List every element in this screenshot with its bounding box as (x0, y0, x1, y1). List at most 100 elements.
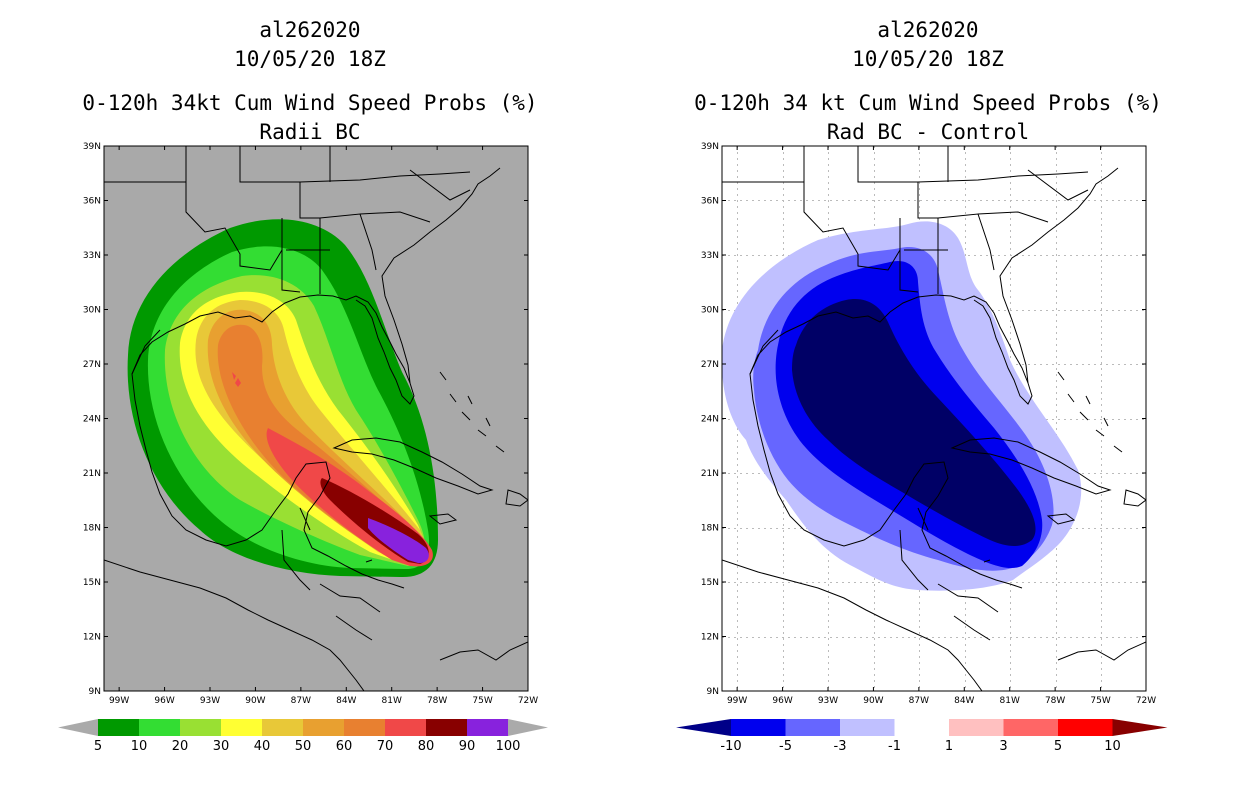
right-lat-label: 33N (701, 251, 719, 261)
left-map (103, 145, 529, 692)
left-colorbar-label: 50 (295, 739, 312, 754)
left-lat-label: 21N (83, 469, 101, 479)
right-lon-label: 99W (727, 696, 747, 706)
left-colorbar-label: 90 (459, 739, 476, 754)
left-colorbar-swatch (98, 719, 139, 736)
right-lat-label: 21N (701, 469, 719, 479)
right-lat-label: 18N (701, 524, 719, 534)
left-lon-label: 90W (245, 696, 265, 706)
left-lat-label: 36N (83, 197, 101, 207)
right-colorbar-high-end (1112, 719, 1168, 736)
left-colorbar-label: 5 (94, 739, 102, 754)
left-prob-contour-90 (368, 518, 429, 564)
left-colorbar-label: 100 (496, 739, 521, 754)
left-datetime: 10/05/20 18Z (234, 47, 386, 71)
left-colorbar-swatch (180, 719, 221, 736)
left-colorbar-swatch (262, 719, 303, 736)
left-storm-id: al262020 (259, 18, 361, 42)
right-lon-label: 96W (772, 696, 792, 706)
left-lat-label: 39N (83, 142, 101, 152)
right-colorbar-swatch (840, 719, 895, 736)
right-lat-label: 39N (701, 142, 719, 152)
right-colorbar-swatch (894, 719, 949, 736)
left-colorbar-swatch (139, 719, 180, 736)
left-colorbar-label: 70 (377, 739, 394, 754)
left-lat-label: 12N (83, 633, 101, 643)
right-lat-label: 9N (707, 687, 719, 697)
left-lon-label: 96W (154, 696, 174, 706)
axis-labels: 39N 36N 33N 30N 27N 24N 21N 18N 15N 12N 9N 99W 96W 93… (83, 142, 1156, 706)
left-subtitle: Radii BC (259, 120, 361, 144)
left-colorbar-label: 10 (131, 739, 148, 754)
right-colorbar: -10 -5 -3 -1 1 3 5 10 (676, 719, 1168, 754)
left-colorbar-label: 40 (254, 739, 271, 754)
left-lon-label: 84W (336, 696, 356, 706)
left-lat-label: 27N (83, 360, 101, 370)
left-lat-label: 15N (83, 578, 101, 588)
right-colorbar-swatch (785, 719, 840, 736)
right-lat-label: 27N (701, 360, 719, 370)
right-lat-label: 24N (701, 415, 719, 425)
left-lat-label: 24N (83, 415, 101, 425)
right-colorbar-label: -10 (720, 739, 741, 754)
left-colorbar-swatch (385, 719, 426, 736)
left-lon-label: 78W (427, 696, 447, 706)
right-diff-contour-neg10 (792, 299, 1036, 546)
right-difference-field (722, 221, 1082, 591)
left-product-title: 0-120h 34kt Cum Wind Speed Probs (%) (82, 91, 538, 115)
right-colorbar-label: -1 (888, 739, 901, 754)
right-colorbar-label: 5 (1054, 739, 1062, 754)
right-colorbar-swatch (949, 719, 1004, 736)
right-lon-label: 87W (909, 696, 929, 706)
left-colorbar-label: 20 (172, 739, 189, 754)
right-map (721, 145, 1147, 692)
left-lat-label: 18N (83, 524, 101, 534)
right-lon-label: 75W (1090, 696, 1110, 706)
right-colorbar-label: 10 (1104, 739, 1121, 754)
left-colorbar-swatch (426, 719, 467, 736)
right-storm-id: al262020 (877, 18, 979, 42)
right-colorbar-swatch (731, 719, 786, 736)
right-datetime: 10/05/20 18Z (852, 47, 1004, 71)
right-colorbar-label: 3 (999, 739, 1007, 754)
right-lat-label: 12N (701, 633, 719, 643)
left-lat-label: 9N (89, 687, 101, 697)
right-lon-label: 93W (818, 696, 838, 706)
right-colorbar-label: 1 (945, 739, 953, 754)
right-lon-label: 72W (1136, 696, 1156, 706)
left-colorbar-swatch (221, 719, 262, 736)
right-lon-label: 78W (1045, 696, 1065, 706)
right-lon-label: 90W (863, 696, 883, 706)
left-colorbar-label: 30 (213, 739, 230, 754)
right-lat-label: 30N (701, 306, 719, 316)
right-lon-label: 81W (1000, 696, 1020, 706)
left-colorbar-swatch (303, 719, 344, 736)
right-lat-label: 36N (701, 197, 719, 207)
right-lat-label: 15N (701, 578, 719, 588)
right-colorbar-swatch (1058, 719, 1113, 736)
left-lon-label: 81W (382, 696, 402, 706)
left-colorbar-high-end (508, 719, 548, 736)
left-lon-label: 99W (109, 696, 129, 706)
left-lat-label: 33N (83, 251, 101, 261)
left-lon-label: 93W (200, 696, 220, 706)
right-product-title: 0-120h 34 kt Cum Wind Speed Probs (%) (694, 91, 1162, 115)
right-colorbar-low-end (676, 719, 731, 736)
left-colorbar-swatch (344, 719, 385, 736)
right-lon-label: 84W (954, 696, 974, 706)
right-colorbar-swatch (1003, 719, 1058, 736)
left-lon-label: 75W (472, 696, 492, 706)
left-colorbar-label: 80 (418, 739, 435, 754)
left-colorbar: 5 10 20 30 40 50 60 70 80 90 100 (58, 719, 548, 754)
left-probability-field (127, 219, 438, 578)
left-colorbar-low-end (58, 719, 98, 736)
right-colorbar-label: -5 (779, 739, 792, 754)
right-subtitle: Rad BC - Control (826, 120, 1030, 144)
left-lon-label: 72W (518, 696, 538, 706)
right-colorbar-label: -3 (834, 739, 847, 754)
left-lon-label: 87W (291, 696, 311, 706)
left-lat-label: 30N (83, 306, 101, 316)
left-colorbar-swatch (467, 719, 508, 736)
left-colorbar-label: 60 (336, 739, 353, 754)
